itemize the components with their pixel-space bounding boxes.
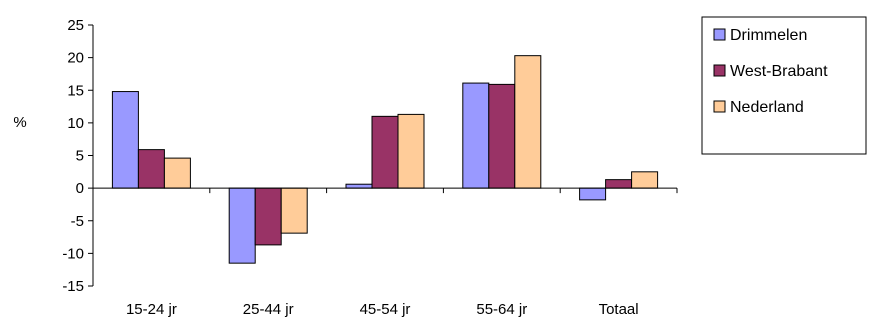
x-tick-label: 55-64 jr [476,301,527,318]
bar-west-brabant [371,115,399,189]
bar-nederland [280,187,308,234]
bar-drimmelen [579,187,607,201]
bar-west-brabant [488,83,516,189]
y-axis-ticks: -15 -10 -5 0 5 10 15 20 25 [62,17,93,295]
legend: Drimmelen West-Brabant Nederland [701,16,867,155]
legend-box [701,16,867,155]
bar-west-brabant [137,149,165,189]
bar-west-brabant [605,179,633,189]
x-tick-label: 25-44 jr [243,301,294,318]
bar-nederland [163,157,191,189]
y-axis-label: % [13,114,26,131]
legend-label: Nederland [730,99,804,116]
bar-nederland [631,171,659,189]
bar-nederland [397,113,425,189]
y-tick-label: 15 [67,82,84,99]
y-tick-label: 10 [67,115,84,132]
bar-drimmelen [228,187,256,264]
axes [92,25,678,286]
bar-drimmelen [462,82,490,189]
y-tick-label: 5 [76,148,84,165]
y-tick-label: -5 [71,213,84,230]
legend-label: Drimmelen [730,27,807,44]
x-axis-labels: 15-24 jr 25-44 jr 45-54 jr 55-64 jr Totaal [126,301,639,318]
y-tick-label: 25 [67,17,84,34]
bars [111,55,659,264]
bar-west-brabant [254,187,282,246]
bar-drimmelen [111,91,139,189]
y-tick-label: 0 [76,180,84,197]
legend-swatch [713,28,726,41]
y-tick-label: 20 [67,50,84,67]
y-tick-label: -15 [62,278,84,295]
x-tick-label: 15-24 jr [126,301,177,318]
x-tick-label: Totaal [599,301,639,318]
legend-swatch [713,100,726,113]
legend-label: West-Brabant [730,63,828,80]
x-tick-label: 45-54 jr [360,301,411,318]
legend-swatch [713,64,726,77]
bar-nederland [514,55,542,189]
bar-drimmelen [345,183,373,189]
y-tick-label: -10 [62,245,84,262]
